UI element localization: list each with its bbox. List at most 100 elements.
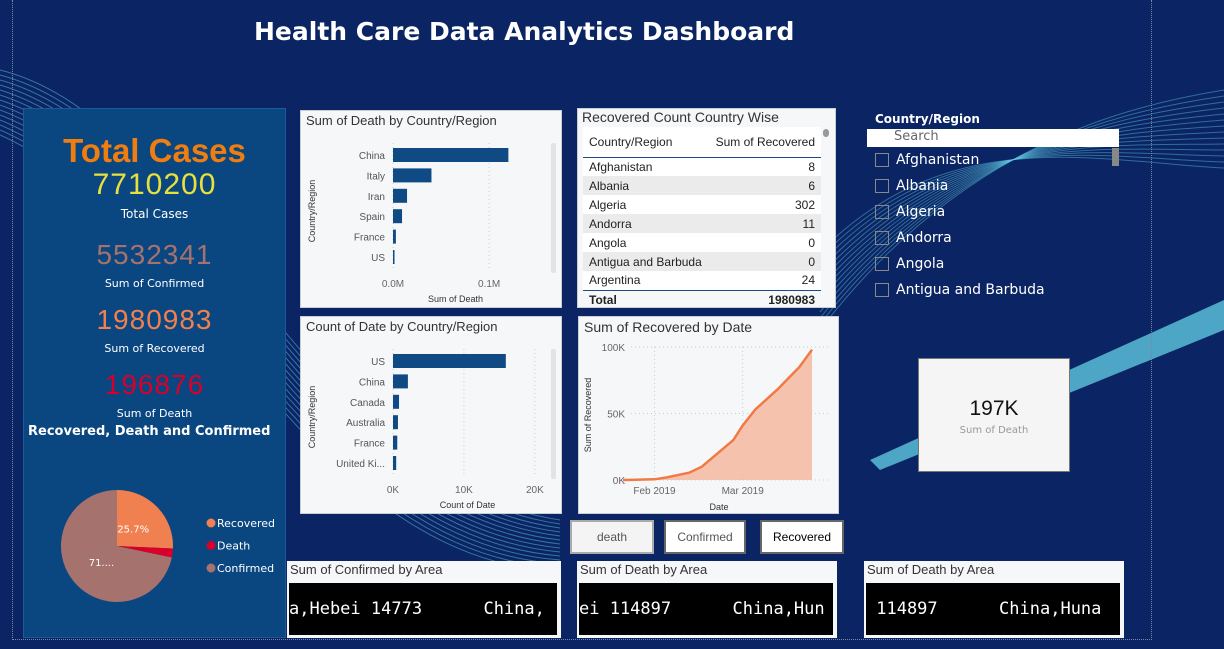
slicer-item-label: Antigua and Barbuda	[896, 282, 1045, 298]
page-title: Health Care Data Analytics Dashboard	[254, 17, 795, 46]
death-button[interactable]: death	[570, 520, 654, 554]
canvas-frame	[12, 0, 1152, 640]
death-value: 196876	[104, 369, 205, 400]
recovered-table: Recovered Count Country Wise Country/Reg…	[577, 108, 836, 308]
bar	[393, 148, 509, 162]
bar-chart-svg: 0.0M 0.1M China Italy Iran Spain France US Sum o…	[307, 143, 556, 304]
y-axis-label: Sum of Recovered	[583, 378, 593, 453]
column-header[interactable]: Country/Region	[583, 127, 709, 158]
slicer-item[interactable]: Algeria	[867, 199, 1119, 225]
category-label: US	[371, 357, 385, 368]
wave-line	[819, 113, 1224, 307]
category-label: Canada	[350, 398, 385, 409]
scrollbar[interactable]	[1112, 148, 1119, 166]
slicer-item[interactable]: Angola	[867, 251, 1119, 277]
wave-line	[819, 107, 1224, 313]
table-row[interactable]: Andorra 11	[583, 214, 821, 233]
area-chart-svg: 0K 50K 100K Feb 2019 Mar 2019 Date Sum of Reco…	[583, 343, 829, 512]
slicer-item[interactable]: Albania	[867, 173, 1119, 199]
slicer-item-label: Albania	[896, 178, 949, 194]
legend-label: Recovered	[217, 517, 275, 530]
table-row[interactable]: Albania 6	[583, 176, 821, 195]
country-cell: Argentina	[583, 271, 709, 290]
y-tick-label: 100K	[602, 343, 626, 354]
recovered-label: Sum of Recovered	[104, 342, 205, 355]
table-row[interactable]: Afghanistan 8	[583, 157, 821, 176]
column-header[interactable]: Sum of Recovered	[708, 127, 821, 158]
recovered-cell: 6	[708, 176, 821, 195]
legend-marker	[206, 563, 216, 573]
recovered-button[interactable]: Recovered	[760, 520, 844, 554]
checkbox[interactable]	[875, 231, 889, 245]
card-label: Sum of Death	[959, 425, 1029, 436]
death-by-country-chart: 0.0M 0.1M China Italy Iran Spain France US Sum o…	[300, 110, 562, 308]
category-label: China	[359, 151, 386, 162]
checkbox[interactable]	[875, 153, 889, 167]
slicer-item[interactable]: Antigua and Barbuda	[867, 277, 1119, 303]
table-row[interactable]: Argentina 24	[583, 271, 821, 290]
bar	[393, 415, 398, 430]
category-label: Australia	[346, 418, 385, 429]
table-row[interactable]: Angola 0	[583, 233, 821, 252]
slice-label: 71....	[89, 558, 114, 569]
chart-title: Sum of Death by Country/Region	[306, 113, 497, 128]
country-cell: Andorra	[583, 214, 709, 233]
category-label: US	[371, 253, 385, 264]
checkbox[interactable]	[875, 205, 889, 219]
tick-label: 20K	[526, 485, 544, 496]
area-fill	[623, 349, 812, 480]
checkbox[interactable]	[875, 283, 889, 297]
slicer-item[interactable]: Andorra	[867, 225, 1119, 251]
pie-slice	[117, 490, 174, 549]
death-by-area-visual-2: Sum of Death by Area 114897 China,Huna	[864, 561, 1124, 638]
x-axis-label: Count of Date	[440, 500, 496, 510]
checkbox[interactable]	[875, 257, 889, 271]
scrollbar	[551, 143, 556, 273]
category-label: Iran	[368, 192, 385, 203]
pie-title: Recovered, Death and Confirmed	[28, 424, 271, 439]
country-cell: Angola	[583, 233, 709, 252]
total-cases-heading: Total Cases	[63, 132, 246, 169]
total-label: Total	[589, 292, 617, 307]
wave-line	[819, 95, 1224, 325]
y-axis-label: Country/Region	[307, 180, 317, 243]
tick-label: 0.0M	[382, 279, 404, 290]
table-row[interactable]: Antigua and Barbuda 0	[583, 252, 821, 271]
tick-label: 0K	[387, 485, 400, 496]
legend-label: Death	[217, 540, 250, 553]
visual-title: Sum of Confirmed by Area	[290, 562, 443, 577]
slice-label: 25.7%	[117, 525, 149, 536]
pie-chart: 25.7% Recovered Death 71.... Confirmed	[61, 490, 275, 602]
bar	[393, 250, 395, 264]
y-tick-label: 0K	[613, 476, 626, 487]
wave-line	[819, 101, 1224, 319]
recovered-cell: 302	[708, 195, 821, 214]
table-row[interactable]: Algeria 302	[583, 195, 821, 214]
bar	[393, 374, 408, 389]
total-cases-value: 7710200	[92, 168, 217, 201]
category-label: China	[359, 377, 386, 388]
checkbox[interactable]	[875, 179, 889, 193]
wave-line	[819, 89, 1224, 331]
scrollbar[interactable]	[823, 129, 829, 137]
slicer-title: Country/Region	[875, 112, 980, 126]
tick-label: 10K	[455, 485, 473, 496]
visual-title: Sum of Death by Area	[580, 562, 708, 577]
recovered-line	[622, 348, 814, 482]
slicer-item-label: Andorra	[896, 230, 952, 246]
x-axis-label: Date	[709, 502, 728, 512]
chart-title: Sum of Recovered by Date	[584, 319, 753, 335]
card-value: 197K	[969, 397, 1019, 420]
confirmed-value: 5532341	[96, 239, 213, 270]
category-label: Italy	[367, 171, 385, 182]
bar	[393, 168, 432, 183]
wave-line	[819, 137, 1224, 283]
slicer-item-label: Algeria	[896, 204, 946, 220]
bar	[393, 394, 400, 409]
scrolling-text: 114897 China,Huna	[866, 583, 1120, 635]
search-input[interactable]: Search	[867, 129, 1119, 147]
y-tick-label: 50K	[607, 410, 625, 421]
table-title: Recovered Count Country Wise	[582, 109, 779, 125]
confirmed-button[interactable]: Confirmed	[664, 520, 746, 554]
slicer-item[interactable]: Afghanistan	[867, 147, 1119, 173]
